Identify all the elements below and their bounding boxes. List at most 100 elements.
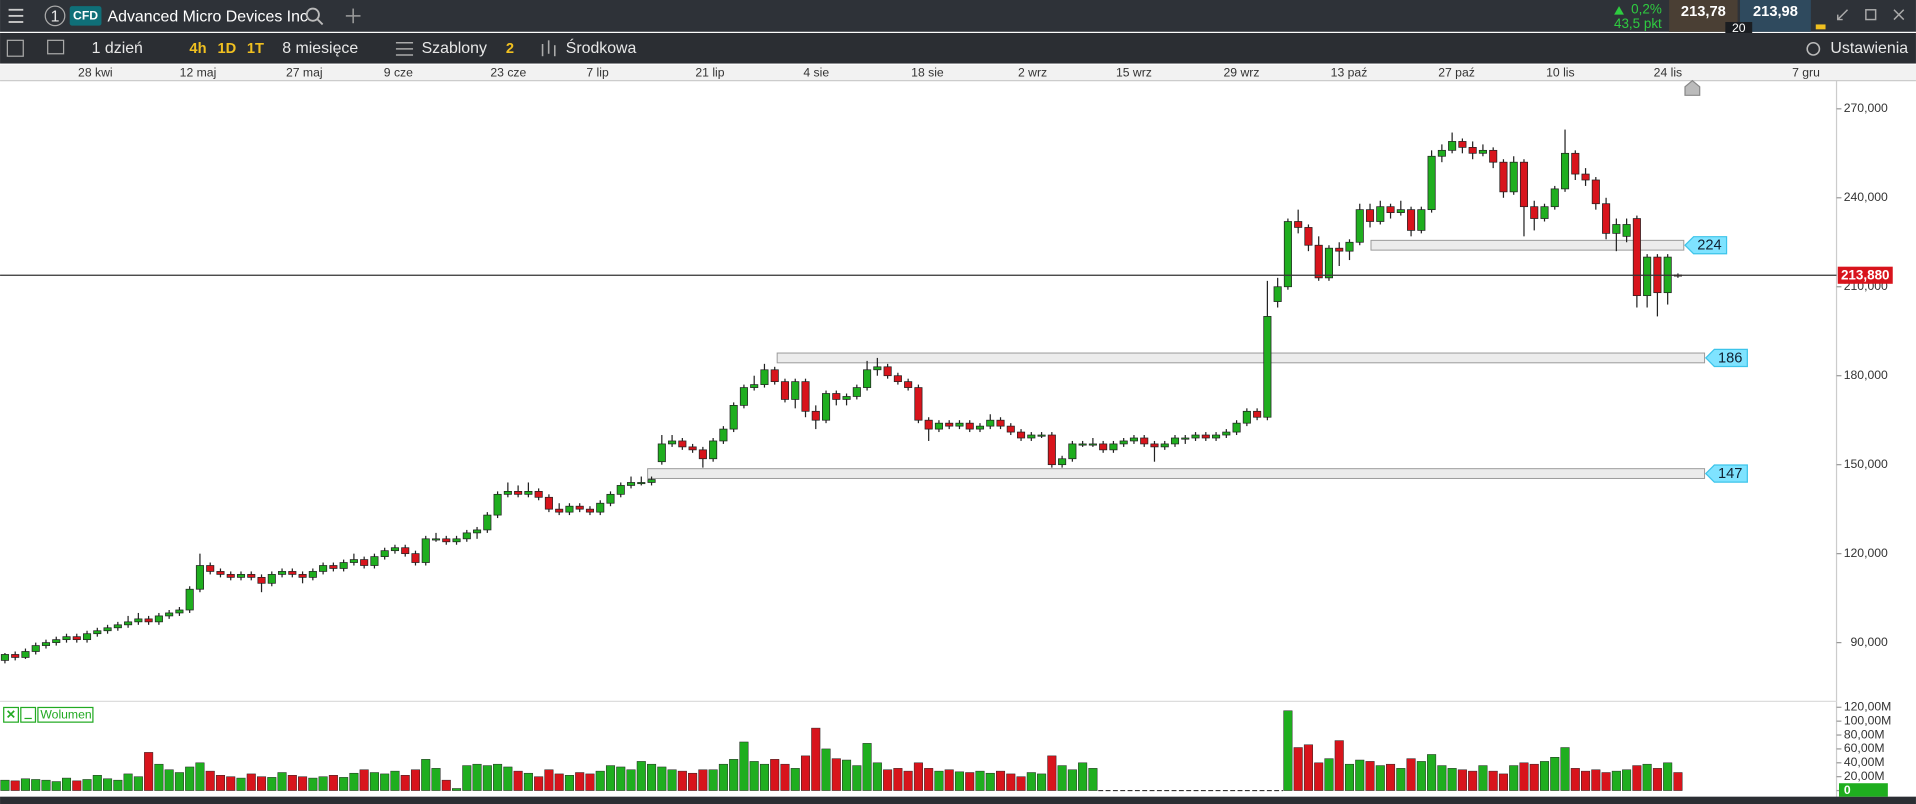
quick-4h[interactable]: 4h <box>189 41 206 57</box>
volume-bar <box>349 772 359 791</box>
layout-icon[interactable] <box>47 39 65 55</box>
volume-tick-label: 0 <box>1844 783 1851 797</box>
volume-bar <box>72 780 82 791</box>
volume-bar <box>1560 747 1570 791</box>
last-price-label: 213,880 <box>1841 267 1890 282</box>
volume-bar <box>842 759 852 791</box>
window-controls[interactable] <box>1837 9 1905 21</box>
volume-bar <box>1386 763 1396 791</box>
quick-1t[interactable]: 1T <box>247 41 264 57</box>
candle-body <box>462 532 471 540</box>
candle-body <box>883 366 892 377</box>
candle-body <box>247 574 256 578</box>
volume-bar <box>205 770 215 791</box>
candle-body <box>606 493 615 504</box>
volume-bar <box>688 772 698 791</box>
quick-1d[interactable]: 1D <box>218 41 237 57</box>
ask[interactable]: 213,98 <box>1753 4 1798 20</box>
change-pct: 0,2% <box>1631 1 1662 16</box>
candle-body <box>514 491 523 495</box>
candle-body <box>298 574 307 578</box>
candle-body <box>1407 209 1416 231</box>
candle-body <box>431 538 441 541</box>
y-tick-label: 270,000 <box>1844 101 1888 115</box>
date-label: 28 kwi <box>78 66 113 80</box>
volume-bar <box>739 741 749 791</box>
volume-bar <box>1457 769 1467 791</box>
templates[interactable]: Szablony <box>422 40 487 57</box>
period-marker[interactable] <box>1684 79 1701 96</box>
volume-bar <box>811 727 821 791</box>
volume-bar <box>821 748 831 791</box>
candle-body <box>1355 209 1364 243</box>
candle-body <box>62 636 71 641</box>
level-tag <box>1704 464 1748 483</box>
y-tick-label: 180,000 <box>1844 368 1888 382</box>
list-icon[interactable] <box>6 39 24 57</box>
candle-body <box>380 550 389 557</box>
level-label: 147 <box>1718 466 1742 482</box>
candle-body <box>1509 161 1518 193</box>
settings[interactable]: Ustawienia <box>1830 40 1908 57</box>
candle-body <box>319 565 328 572</box>
candle-body <box>1314 244 1323 279</box>
candle-body <box>1417 209 1426 231</box>
tab-number[interactable]: 1 <box>51 8 60 25</box>
candle-body <box>175 609 184 614</box>
candle-body <box>206 565 215 572</box>
candle-body <box>1386 206 1395 213</box>
candle-body <box>555 508 564 513</box>
date-label: 4 sie <box>803 66 829 80</box>
candle-body <box>1427 155 1436 211</box>
interval[interactable]: 1 dzień <box>92 40 143 57</box>
y-tick-label: 150,000 <box>1844 457 1888 471</box>
candle-body <box>596 502 605 513</box>
volume-bar <box>636 761 646 791</box>
candle-body <box>904 381 913 388</box>
range[interactable]: 8 miesięce <box>282 40 358 57</box>
volume-close-x[interactable]: ✕ <box>6 708 16 722</box>
instrument[interactable]: Advanced Micro Devices Inc <box>108 8 308 25</box>
volume-bar <box>1498 773 1508 791</box>
volume-bar <box>554 773 564 791</box>
candle-body <box>21 651 30 658</box>
volume-bar <box>123 773 133 791</box>
candle-body <box>945 422 954 427</box>
candle-body <box>1468 147 1477 154</box>
date-label: 15 wrz <box>1116 66 1152 80</box>
candle-body <box>278 571 287 575</box>
templates-icon[interactable] <box>395 41 414 56</box>
volume-bar <box>790 768 800 791</box>
candle-body <box>1109 443 1118 451</box>
volume-bar <box>267 777 277 791</box>
candle-body <box>1263 316 1272 418</box>
volume-tick-label: 40,00M <box>1844 755 1885 769</box>
candle-body <box>1006 425 1015 433</box>
candle-body <box>719 428 728 442</box>
indicator[interactable]: Środkowa <box>566 38 637 57</box>
up-arrow <box>1614 6 1624 15</box>
add-tab[interactable] <box>345 8 361 24</box>
volume-bar <box>1293 747 1303 791</box>
volume-bar <box>1037 773 1047 791</box>
settings-icon[interactable] <box>1806 41 1821 56</box>
volume-minimize[interactable] <box>20 706 37 723</box>
candle-body <box>1222 431 1231 436</box>
bid[interactable]: 213,78 <box>1681 4 1726 20</box>
volume-bar <box>1652 768 1662 791</box>
menu-icon[interactable] <box>8 8 24 23</box>
volume-bar <box>1303 744 1313 791</box>
search-icon[interactable] <box>305 7 324 26</box>
volume-bar <box>1283 710 1293 791</box>
volume-bar <box>257 776 267 791</box>
volume-close[interactable] <box>3 706 19 723</box>
candle-body <box>1119 440 1128 445</box>
date-label: 27 paź <box>1438 66 1475 80</box>
change-pts: 43,5 pkt <box>1614 16 1662 31</box>
volume-bar <box>1437 765 1447 791</box>
candle-body <box>1345 241 1354 252</box>
indicator-icon[interactable] <box>541 40 556 57</box>
volume-bar <box>585 773 595 791</box>
candle-body <box>1396 209 1405 213</box>
